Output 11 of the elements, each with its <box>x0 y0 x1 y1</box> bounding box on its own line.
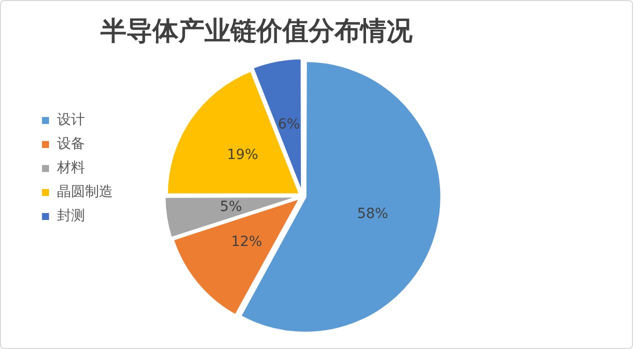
data-label: 5% <box>220 199 242 216</box>
legend-label: 封测 <box>57 208 85 224</box>
data-label: 12% <box>231 234 262 250</box>
data-label: 19% <box>227 147 258 164</box>
legend-label: 晶圆制造 <box>57 184 113 200</box>
legend-label: 材料 <box>56 160 85 176</box>
data-label: 58% <box>357 206 388 222</box>
legend-label: 设备 <box>57 136 85 152</box>
legend-label: 设计 <box>57 112 85 128</box>
chart-title: 半导体产业链价值分布情况 <box>100 16 414 46</box>
data-label: 6% <box>278 116 300 133</box>
